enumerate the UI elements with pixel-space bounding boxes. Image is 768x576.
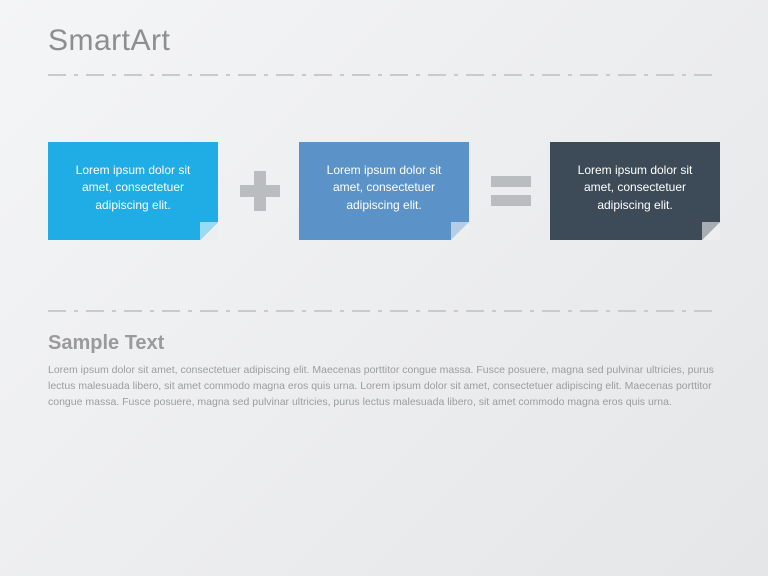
sample-heading: Sample Text: [48, 332, 720, 355]
card-a-fold: [200, 222, 218, 240]
divider-bottom: [48, 310, 720, 312]
operator-equals: [491, 176, 529, 206]
equation-row: Lorem ipsum dolor sit amet, consectetuer…: [48, 142, 720, 240]
sample-body: Lorem ipsum dolor sit amet, consectetuer…: [48, 363, 720, 410]
card-b-fold: [451, 222, 469, 240]
divider-top: [48, 74, 720, 76]
operator-plus: [240, 171, 278, 211]
plus-icon: [240, 171, 280, 211]
card-b-body: Lorem ipsum dolor sit amet, consectetuer…: [299, 142, 469, 240]
sample-text-block: Sample Text Lorem ipsum dolor sit amet, …: [48, 332, 720, 410]
slide: SmartArt Lorem ipsum dolor sit amet, con…: [0, 0, 768, 430]
card-c-body: Lorem ipsum dolor sit amet, consectetuer…: [550, 142, 720, 240]
equals-icon: [491, 176, 531, 206]
equation-card-b: Lorem ipsum dolor sit amet, consectetuer…: [299, 142, 469, 240]
equation-card-a: Lorem ipsum dolor sit amet, consectetuer…: [48, 142, 218, 240]
equation-card-c: Lorem ipsum dolor sit amet, consectetuer…: [550, 142, 720, 240]
card-c-fold: [702, 222, 720, 240]
page-title: SmartArt: [48, 24, 720, 58]
card-a-body: Lorem ipsum dolor sit amet, consectetuer…: [48, 142, 218, 240]
